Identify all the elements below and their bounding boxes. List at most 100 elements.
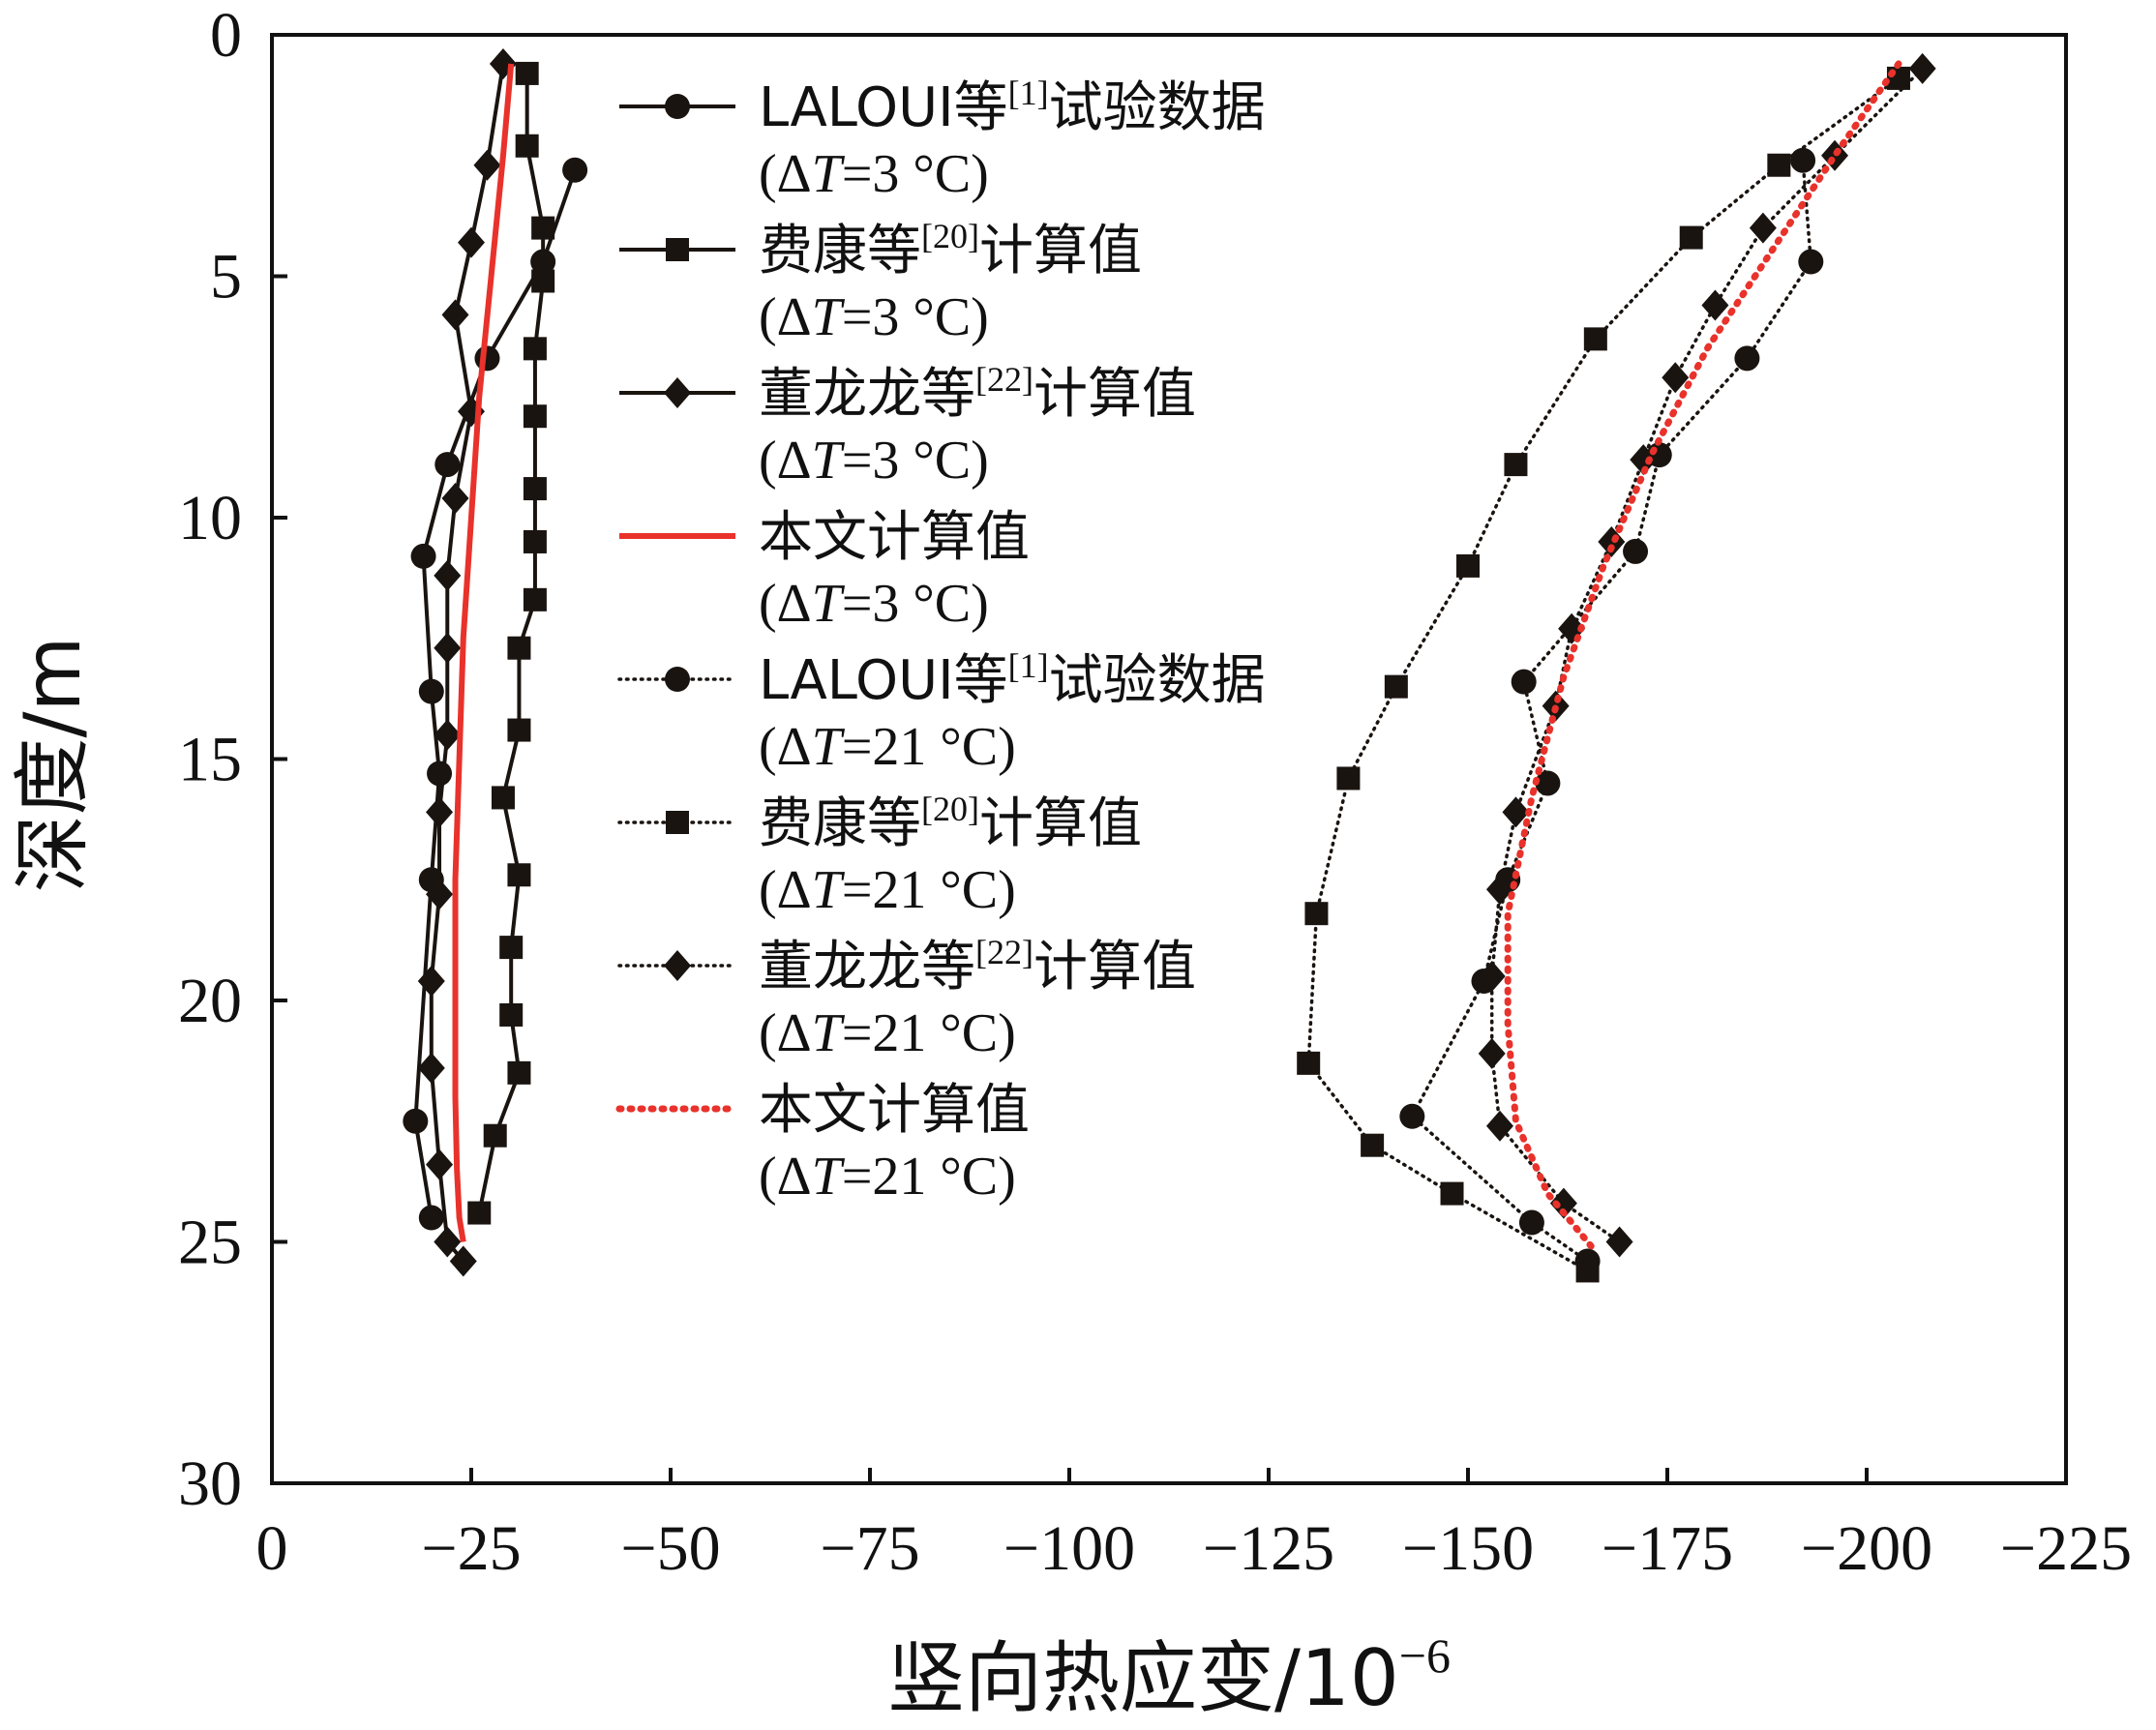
x-tick-label: −125 (1203, 1513, 1334, 1584)
series-line (1489, 67, 1925, 1244)
legend-label: 费康等[20]计算值 (759, 790, 1142, 855)
series-3 (417, 47, 517, 1277)
legend-entry-2: 费康等[20]计算值(ΔT=3 °C) (619, 217, 1142, 347)
data-point (1908, 52, 1936, 84)
data-point (1679, 225, 1703, 250)
legend-condition: (ΔT=21 °C) (759, 1003, 1016, 1063)
data-point (1790, 147, 1816, 173)
data-point (523, 477, 547, 501)
legend-label: 本文计算值 (759, 506, 1030, 569)
legend-entry-3: 董龙龙等[22]计算值(ΔT=3 °C) (619, 360, 1196, 491)
data-point (1384, 674, 1408, 699)
data-point (1605, 1226, 1633, 1258)
data-point (1440, 1181, 1464, 1206)
legend-label: 费康等[20]计算值 (759, 217, 1142, 283)
data-point (434, 719, 462, 751)
data-point (491, 786, 515, 810)
data-point (1504, 453, 1528, 477)
data-point (1749, 212, 1777, 244)
x-tick-label: −50 (620, 1513, 720, 1584)
data-point (434, 1226, 462, 1258)
legend-condition: (ΔT=3 °C) (759, 574, 989, 634)
data-point (473, 149, 501, 181)
data-point (1336, 766, 1361, 790)
y-tick-label: 25 (178, 1208, 242, 1278)
series-line (1410, 158, 1813, 1264)
data-point (1304, 902, 1329, 926)
data-point (1502, 796, 1530, 828)
data-point (1361, 1133, 1385, 1157)
data-point (434, 559, 462, 591)
data-point (1734, 345, 1760, 372)
data-point (1456, 553, 1480, 578)
data-point (1297, 1051, 1321, 1075)
data-point (507, 1060, 531, 1085)
series-8 (1504, 60, 1902, 1255)
data-point (1767, 153, 1791, 177)
data-point (417, 966, 445, 998)
legend-entry-6: 费康等[20]计算值(ΔT=21 °C) (617, 790, 1142, 920)
legend-label: LALOUI等[1]试验数据 (759, 646, 1266, 712)
data-point (1583, 327, 1607, 351)
data-point (458, 226, 485, 258)
data-point (403, 1108, 429, 1134)
legend-label: 董龙龙等[22]计算值 (759, 933, 1196, 999)
data-point (523, 587, 547, 611)
y-tick-label: 10 (178, 483, 242, 553)
data-point (562, 157, 588, 183)
legend-entry-5: LALOUI等[1]试验数据(ΔT=21 °C) (617, 646, 1266, 777)
data-point (499, 936, 524, 960)
x-axis-title: 竖向热应变/10−6 (887, 1628, 1451, 1723)
y-tick-label: 0 (210, 0, 242, 71)
data-point (1798, 249, 1824, 275)
series-6 (1297, 66, 1910, 1283)
data-point (449, 1245, 477, 1277)
data-point (507, 636, 531, 660)
series-line (1504, 60, 1902, 1255)
x-tick-label: −25 (421, 1513, 521, 1584)
data-point (523, 529, 547, 553)
legend-label: LALOUI等[1]试验数据 (759, 74, 1266, 139)
data-point (515, 134, 539, 158)
series-2 (467, 61, 555, 1225)
data-point (434, 452, 461, 478)
x-tick-label: −100 (1003, 1513, 1135, 1584)
data-point (426, 879, 454, 910)
series-line (452, 63, 515, 1242)
data-point (499, 1002, 524, 1027)
axes: 0 −25 −50 −75 −100 −125 −150 −175 −200 −225 0 5 10 15… (178, 0, 2132, 1584)
x-tick-label: −75 (820, 1513, 919, 1584)
legend: LALOUI等[1]试验数据(ΔT=3 °C)费康等[20]计算值(ΔT=3 °… (615, 74, 1266, 1207)
y-tick-label: 5 (210, 242, 242, 313)
legend-condition: (ΔT=21 °C) (759, 1147, 1016, 1207)
x-tick-label: −175 (1602, 1513, 1733, 1584)
data-point (1575, 1259, 1600, 1283)
data-point (1549, 1187, 1577, 1219)
data-point (1662, 362, 1690, 394)
series-4 (452, 63, 515, 1242)
legend-marker (664, 950, 691, 981)
x-tick-label: −225 (2000, 1513, 2132, 1584)
data-point (483, 1123, 507, 1148)
data-point (1485, 1110, 1513, 1142)
data-point (1701, 289, 1729, 321)
data-point (1623, 538, 1649, 564)
data-point (1598, 525, 1626, 557)
data-point (507, 863, 531, 887)
data-point (441, 299, 469, 331)
legend-entry-8: 本文计算值(ΔT=21 °C) (615, 1079, 1030, 1207)
legend-condition: (ΔT=3 °C) (759, 144, 989, 204)
data-point (474, 345, 500, 372)
data-point (523, 337, 547, 361)
legend-condition: (ΔT=21 °C) (759, 860, 1016, 920)
y-tick-label: 20 (178, 966, 242, 1036)
series-layer (403, 47, 1936, 1283)
legend-marker (665, 94, 690, 119)
data-point (1511, 669, 1537, 695)
x-tick-label: 0 (256, 1513, 288, 1584)
data-point (515, 61, 539, 85)
y-axis-title: 深度/m (8, 637, 98, 893)
data-point (523, 404, 547, 429)
x-tick-label: −150 (1402, 1513, 1534, 1584)
